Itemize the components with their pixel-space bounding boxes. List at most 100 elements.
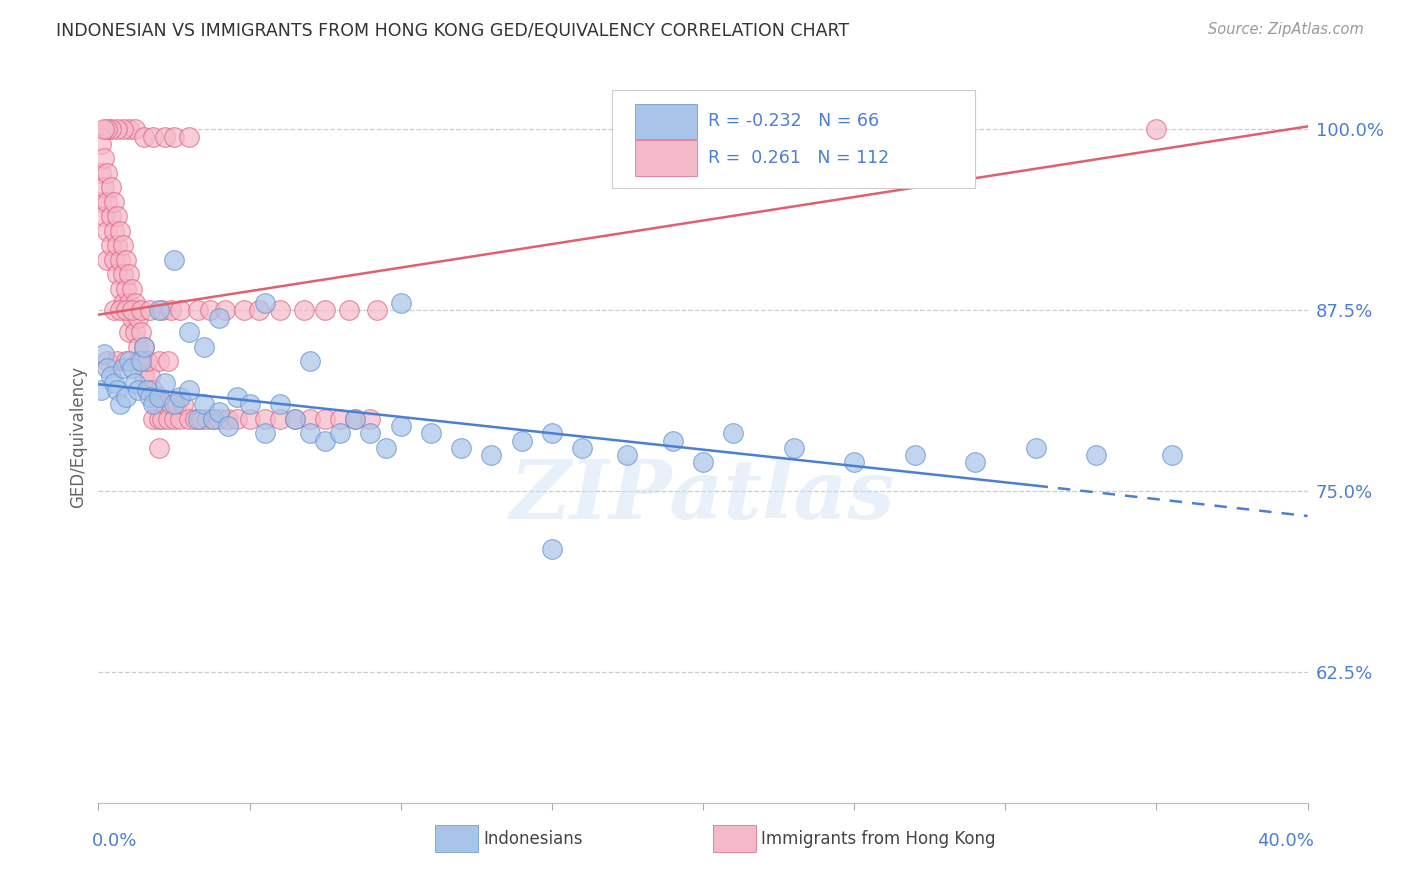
Point [1144, 122, 1167, 136]
Point [93, 347, 115, 361]
Point [239, 412, 262, 426]
Point [284, 412, 307, 426]
Text: ZIPatlas: ZIPatlas [510, 456, 896, 535]
Text: 40.0%: 40.0% [1257, 832, 1313, 850]
Text: Source: ZipAtlas.com: Source: ZipAtlas.com [1208, 22, 1364, 37]
Point [142, 129, 165, 144]
Point [510, 434, 533, 448]
FancyBboxPatch shape [613, 90, 976, 188]
Point [139, 390, 162, 404]
Point [105, 267, 128, 281]
Point [299, 354, 322, 368]
Point [111, 267, 134, 281]
Point [118, 296, 141, 310]
Point [389, 419, 412, 434]
Point [965, 455, 987, 469]
Point [148, 441, 170, 455]
Point [148, 354, 170, 368]
Text: R =  0.261   N = 112: R = 0.261 N = 112 [707, 149, 889, 167]
Point [121, 303, 143, 318]
Point [145, 397, 167, 411]
Point [179, 325, 201, 339]
Point [202, 412, 225, 426]
Point [103, 376, 125, 390]
Point [111, 361, 134, 376]
Point [100, 122, 122, 136]
Point [208, 310, 231, 325]
FancyBboxPatch shape [636, 140, 697, 176]
Point [217, 412, 239, 426]
Point [239, 397, 262, 411]
Point [139, 368, 162, 383]
Point [1024, 441, 1046, 455]
Point [105, 383, 128, 397]
FancyBboxPatch shape [434, 825, 478, 852]
Point [114, 303, 136, 318]
Point [193, 397, 215, 411]
Point [344, 412, 367, 426]
Point [269, 412, 291, 426]
Point [96, 194, 118, 209]
Point [132, 368, 155, 383]
Point [163, 412, 186, 426]
Point [156, 412, 179, 426]
Point [129, 354, 152, 368]
Point [226, 412, 249, 426]
Point [108, 303, 131, 318]
Point [124, 325, 146, 339]
Point [103, 252, 125, 267]
Y-axis label: GED/Equivalency: GED/Equivalency [69, 366, 87, 508]
Point [226, 390, 249, 404]
Point [160, 303, 183, 318]
Point [420, 426, 443, 441]
Point [314, 412, 336, 426]
Point [135, 383, 157, 397]
Point [284, 412, 307, 426]
Point [111, 238, 134, 252]
Point [105, 209, 128, 223]
Point [299, 426, 322, 441]
Point [90, 136, 112, 151]
Point [96, 361, 118, 376]
Point [118, 122, 141, 136]
Point [127, 310, 149, 325]
Point [389, 296, 412, 310]
Point [111, 296, 134, 310]
Point [193, 340, 215, 354]
Point [93, 151, 115, 165]
Point [153, 397, 176, 411]
Point [148, 412, 170, 426]
Point [100, 238, 122, 252]
Point [127, 340, 149, 354]
Point [105, 238, 128, 252]
Point [844, 455, 866, 469]
Point [217, 419, 239, 434]
FancyBboxPatch shape [636, 103, 697, 139]
Point [299, 412, 322, 426]
Point [616, 448, 638, 462]
Point [1160, 448, 1182, 462]
Point [269, 397, 291, 411]
Point [118, 325, 141, 339]
Point [661, 434, 683, 448]
Point [344, 412, 367, 426]
Point [121, 310, 143, 325]
Point [232, 303, 254, 318]
Point [129, 303, 152, 318]
Point [200, 303, 222, 318]
Point [723, 426, 745, 441]
Point [124, 376, 146, 390]
Point [169, 390, 191, 404]
Point [114, 390, 136, 404]
Point [179, 383, 201, 397]
Point [148, 303, 170, 318]
Point [118, 267, 141, 281]
Point [129, 325, 152, 339]
Point [124, 296, 146, 310]
Point [184, 412, 207, 426]
Point [90, 166, 112, 180]
Point [190, 412, 212, 426]
Point [179, 412, 201, 426]
Point [150, 303, 173, 318]
Point [153, 376, 176, 390]
